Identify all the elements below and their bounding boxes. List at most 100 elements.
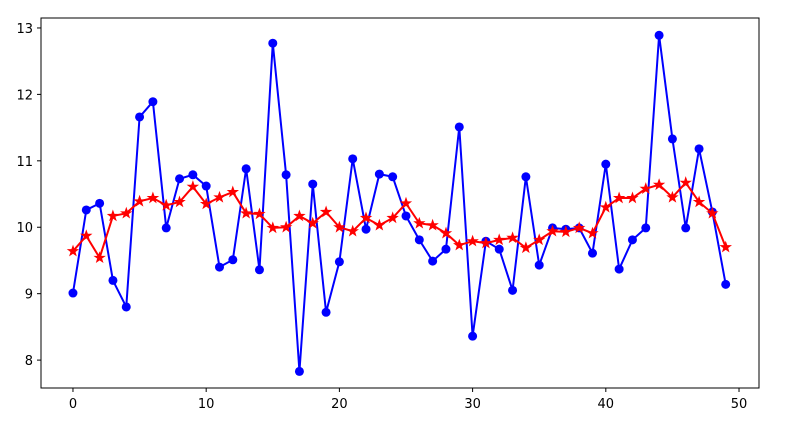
point-marker	[479, 236, 493, 249]
point-marker	[493, 233, 506, 246]
point-marker	[532, 233, 546, 246]
point-marker	[108, 275, 118, 285]
point-marker	[586, 226, 599, 239]
point-marker	[135, 112, 145, 122]
point-marker	[627, 235, 637, 245]
point-marker	[160, 198, 173, 211]
point-marker	[294, 366, 304, 376]
point-marker	[386, 211, 399, 224]
point-marker	[652, 178, 666, 191]
point-marker	[439, 226, 453, 239]
point-marker	[559, 225, 573, 238]
x-tick-label: 50	[731, 397, 748, 412]
point-marker	[199, 197, 213, 210]
point-marker	[241, 164, 251, 174]
point-marker	[599, 200, 613, 213]
point-marker	[388, 172, 398, 182]
point-marker	[93, 251, 106, 264]
point-marker	[239, 206, 253, 219]
point-marker	[161, 223, 171, 233]
point-marker	[280, 220, 293, 233]
point-marker	[68, 288, 78, 298]
point-marker	[601, 159, 611, 169]
point-marker	[334, 257, 344, 267]
point-marker	[148, 97, 158, 107]
point-marker	[373, 218, 386, 231]
point-marker	[213, 190, 226, 203]
point-marker	[654, 30, 664, 40]
point-marker	[587, 248, 597, 258]
point-marker	[333, 220, 346, 233]
point-marker	[308, 179, 318, 189]
point-marker	[66, 244, 80, 257]
point-marker	[546, 224, 559, 237]
point-marker	[80, 229, 93, 242]
point-marker	[572, 221, 586, 234]
point-marker	[721, 279, 731, 289]
point-marker	[121, 302, 131, 312]
point-marker	[293, 209, 306, 222]
point-marker	[626, 191, 639, 204]
point-marker	[346, 224, 359, 237]
x-tick-label: 0	[69, 397, 77, 412]
point-marker	[188, 170, 198, 180]
point-marker	[639, 182, 652, 195]
point-marker	[426, 218, 439, 231]
point-marker	[494, 244, 504, 254]
point-marker	[519, 241, 532, 254]
x-tick-label: 10	[198, 397, 215, 412]
plot-frame	[40, 17, 760, 389]
point-marker	[428, 256, 438, 266]
x-tick-label: 30	[464, 397, 481, 412]
point-marker	[401, 211, 411, 221]
point-marker	[95, 198, 105, 208]
point-marker	[120, 206, 133, 219]
point-marker	[228, 255, 238, 265]
point-marker	[201, 181, 211, 191]
point-marker	[681, 223, 691, 233]
y-tick-label: 10	[16, 221, 33, 236]
point-marker	[215, 262, 225, 272]
point-marker	[506, 231, 519, 244]
point-marker	[692, 195, 706, 208]
point-marker	[253, 207, 266, 220]
point-marker	[453, 238, 466, 251]
y-tick-label: 12	[16, 88, 33, 103]
point-marker	[414, 235, 424, 245]
point-marker	[306, 216, 319, 229]
x-tick-label: 40	[598, 397, 615, 412]
point-marker	[281, 170, 291, 180]
point-marker	[641, 223, 651, 233]
point-marker	[133, 194, 146, 207]
point-marker	[175, 174, 185, 184]
point-marker	[468, 331, 478, 341]
point-marker	[106, 209, 120, 222]
point-marker	[146, 191, 160, 204]
x-tick-label: 20	[331, 397, 348, 412]
point-marker	[719, 240, 732, 253]
point-marker	[466, 234, 479, 247]
point-marker	[521, 172, 531, 182]
point-marker	[667, 134, 677, 144]
point-marker	[706, 206, 719, 219]
point-marker	[399, 196, 413, 209]
point-marker	[268, 38, 278, 48]
y-tick-label: 8	[25, 354, 33, 369]
point-marker	[81, 205, 91, 215]
point-marker	[359, 211, 373, 224]
point-marker	[679, 176, 692, 189]
point-marker	[226, 185, 240, 198]
point-marker	[321, 307, 331, 317]
point-marker	[173, 195, 186, 208]
y-tick-label: 13	[16, 22, 33, 37]
point-marker	[266, 221, 279, 234]
y-tick-label: 9	[25, 288, 33, 303]
point-marker	[186, 180, 200, 193]
point-marker	[612, 191, 626, 204]
point-marker	[413, 216, 426, 229]
point-marker	[348, 154, 358, 164]
point-marker	[534, 260, 544, 270]
point-marker	[441, 244, 451, 254]
point-marker	[361, 224, 371, 234]
